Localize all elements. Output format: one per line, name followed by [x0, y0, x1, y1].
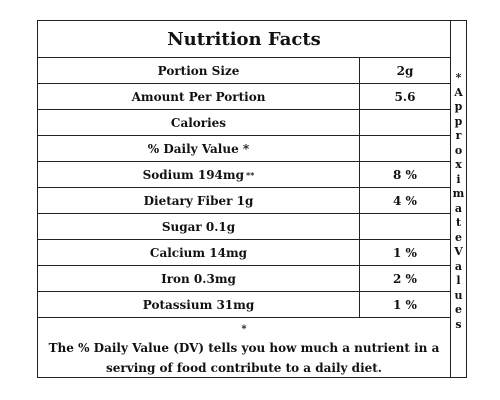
table-row: Potassium 31mg 1 %: [38, 292, 450, 318]
side-label-char: a: [454, 201, 463, 215]
nutrient-value: 8 %: [393, 167, 417, 182]
side-label-char: u: [454, 288, 463, 302]
daily-value-footnote: * The % Daily Value (DV) tells you how m…: [38, 318, 450, 379]
nutrient-name: Sugar 0.1g: [161, 219, 236, 234]
nutrient-name-cell: Potassium 31mg: [38, 292, 360, 317]
nutrient-name: % Daily Value *: [147, 141, 250, 156]
nutrient-value: 2 %: [393, 271, 417, 286]
side-label-char: o: [454, 143, 463, 157]
nutrient-value: [360, 214, 450, 239]
side-label-char: i: [456, 172, 461, 186]
nutrition-facts-panel: Nutrition Facts Portion Size 2g Amount P…: [37, 20, 451, 378]
side-label-char: r: [455, 129, 462, 142]
nutrient-name: Amount Per Portion: [131, 89, 266, 104]
side-label-char: *: [455, 71, 462, 84]
nutrient-name: Iron 0.3mg: [161, 271, 236, 286]
nutrient-name-cell: Iron 0.3mg: [38, 266, 360, 291]
table-row: % Daily Value *: [38, 136, 450, 162]
table-row: Amount Per Portion 5.6: [38, 84, 450, 110]
nutrient-name-cell: Calories: [38, 110, 360, 135]
nutrient-name-cell: Dietary Fiber 1g: [38, 188, 360, 213]
footnote-text: The % Daily Value (DV) tells you how muc…: [48, 341, 440, 375]
nutrient-value: 5.6: [394, 89, 416, 104]
nutrient-name: Portion Size: [157, 63, 240, 78]
table-row: Sugar 0.1g: [38, 214, 450, 240]
footnote-mark: **: [245, 169, 255, 180]
nutrient-value: 1 %: [393, 245, 417, 260]
table-row: Calcium 14mg 1 %: [38, 240, 450, 266]
nutrient-value: [360, 136, 450, 161]
nutrient-name-cell: Portion Size: [38, 58, 360, 83]
nutrient-value: 2g: [396, 63, 414, 78]
nutrient-name-cell: % Daily Value *: [38, 136, 360, 161]
side-label-char: x: [455, 158, 462, 171]
nutrient-value: [360, 110, 450, 135]
table-row: Calories: [38, 110, 450, 136]
side-label-char: p: [454, 114, 463, 128]
nutrient-name-cell: Calcium 14mg: [38, 240, 360, 265]
nutrient-name: Potassium 31mg: [142, 297, 255, 312]
approximate-values-side-label: * A p p r o x i m a t e V a l u e s: [451, 20, 467, 378]
nutrient-name: Dietary Fiber 1g: [143, 193, 254, 208]
nutrient-name-cell: Sodium 194mg **: [38, 162, 360, 187]
nutrient-value: 4 %: [393, 193, 417, 208]
side-label-char: V: [454, 245, 463, 258]
side-label-char: A: [454, 85, 463, 99]
nutrient-name-cell: Sugar 0.1g: [38, 214, 360, 239]
footnote-asterisk: *: [241, 324, 247, 335]
table-row: Portion Size 2g: [38, 58, 450, 84]
side-label-char: a: [454, 259, 463, 273]
nutrient-name: Calories: [170, 115, 227, 130]
side-label-char: e: [455, 230, 462, 244]
side-label-char: p: [454, 100, 463, 113]
nutrition-table: Portion Size 2g Amount Per Portion 5.6 C…: [38, 58, 450, 318]
side-label-char: t: [455, 216, 462, 229]
panel-title: Nutrition Facts: [38, 21, 450, 58]
side-label-char: s: [455, 317, 462, 331]
side-label-char: m: [452, 187, 465, 200]
side-label-char: l: [456, 274, 461, 287]
side-label-char: e: [455, 303, 462, 316]
table-row: Dietary Fiber 1g 4 %: [38, 188, 450, 214]
nutrient-name: Calcium 14mg: [149, 245, 248, 260]
nutrient-name-cell: Amount Per Portion: [38, 84, 360, 109]
nutrient-name: Sodium 194mg: [142, 167, 244, 182]
table-row: Sodium 194mg ** 8 %: [38, 162, 450, 188]
nutrient-value: 1 %: [393, 297, 417, 312]
table-row: Iron 0.3mg 2 %: [38, 266, 450, 292]
